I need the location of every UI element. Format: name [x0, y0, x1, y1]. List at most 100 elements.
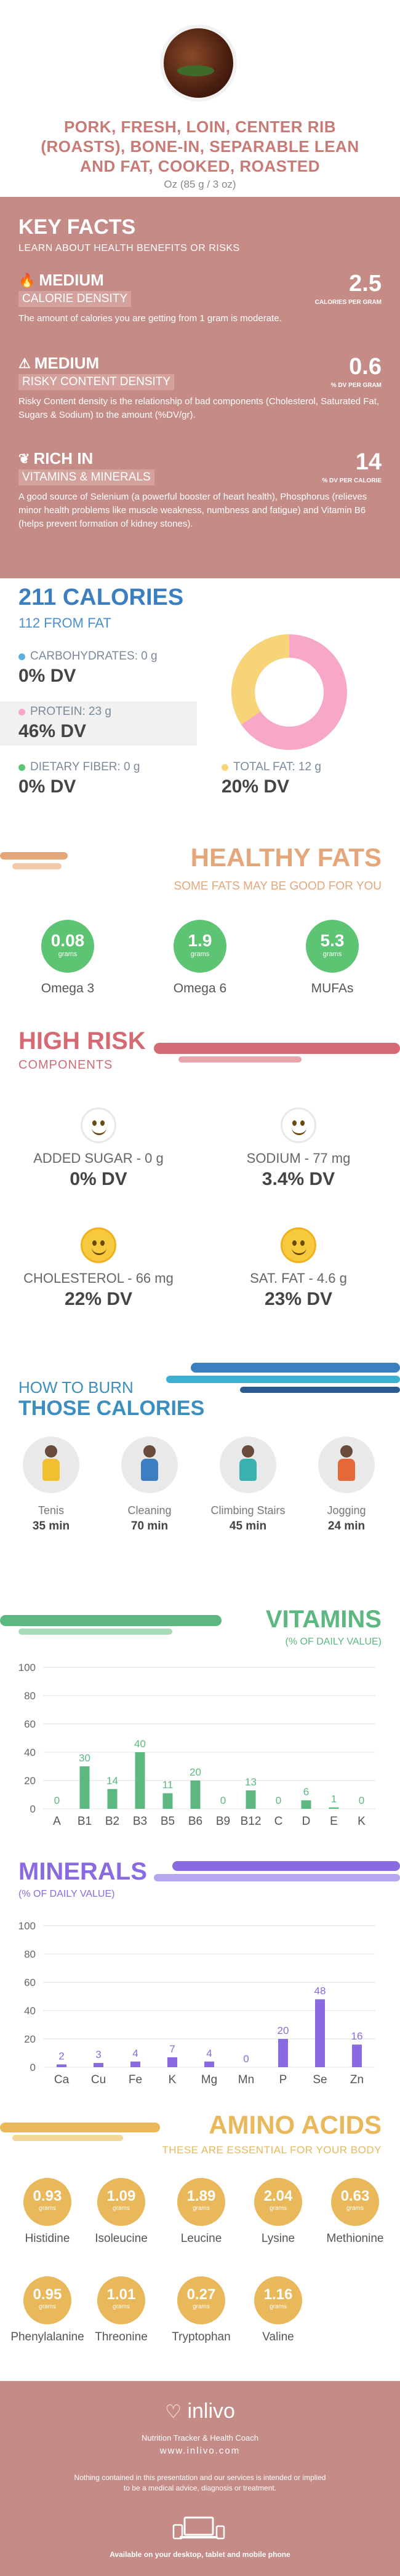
fiber-label: DIETARY FIBER: 0 g	[30, 760, 140, 773]
healthy-fats-subtitle: SOME FATS MAY BE GOOD FOR YOU	[174, 880, 382, 893]
minerals-decoration	[154, 1861, 400, 1881]
risky-density-desc: Risky Content density is the relationshi…	[18, 396, 380, 420]
rich-in-desc: A good source of Selenium (a powerful bo…	[18, 492, 367, 529]
vitamin-category-label: C	[274, 1815, 283, 1828]
sodium-dv: 3.4% DV	[262, 1169, 335, 1189]
amino-unit: grams	[346, 2205, 364, 2212]
key-facts-section: KEY FACTS LEARN ABOUT HEALTH BENEFITS OR…	[0, 197, 400, 578]
amino-unit: grams	[39, 2205, 56, 2212]
risky-density-block: ⚠ MEDIUM RISKY CONTENT DENSITY 0.6 % DV P…	[18, 354, 382, 422]
protein-dv: 46% DV	[18, 721, 87, 741]
vitamin-category-label: K	[358, 1815, 366, 1828]
mineral-category-label: Cu	[91, 2073, 106, 2086]
mineral-value-label: 2	[58, 2050, 64, 2062]
key-facts-title: KEY FACTS	[18, 215, 136, 239]
carbs-dot-icon	[18, 653, 25, 660]
vitamin-bar	[329, 1807, 339, 1809]
vitamin-category-label: B2	[105, 1815, 119, 1828]
macro-donut-chart	[231, 634, 347, 750]
sat-fat-smiley-icon	[281, 1227, 316, 1263]
vitamins-decoration	[0, 1615, 222, 1635]
sodium-name: SODIUM - 77 mg	[246, 1150, 351, 1166]
cleaning-icon	[121, 1437, 178, 1493]
amino-unit: grams	[113, 2205, 130, 2212]
vitamin-bar	[246, 1790, 256, 1809]
mineral-value-label: 0	[243, 2053, 249, 2065]
vitamin-category-label: B5	[161, 1815, 175, 1828]
vitamin-value-label: 0	[276, 1795, 281, 1806]
amino-name: Methionine	[326, 2232, 384, 2245]
healthy-fats-section: HEALTHY FATS SOME FATS MAY BE GOOD FOR Y…	[0, 837, 400, 1015]
mineral-category-label: Mn	[238, 2073, 254, 2086]
vitamin-value-label: 20	[190, 1766, 201, 1778]
amino-bubble: 1.01 grams	[97, 2276, 145, 2324]
amino-unit: grams	[193, 2303, 210, 2310]
vitamin-value-label: 30	[79, 1752, 90, 1764]
omega3-bubble: 0.08 grams	[41, 920, 94, 973]
mineral-ytick-label: 40	[24, 2005, 36, 2017]
mineral-category-label: Se	[313, 2073, 327, 2086]
amino-value: 0.63	[340, 2188, 370, 2204]
amino-value: 0.95	[33, 2286, 62, 2303]
calories-from-fat: 112 FROM FAT	[18, 615, 111, 631]
fats-decoration	[0, 852, 68, 869]
vitamin-value-label: 0	[359, 1795, 364, 1806]
mineral-bar	[167, 2057, 177, 2067]
vitamin-bar	[190, 1780, 201, 1809]
amino-unit: grams	[270, 2205, 287, 2212]
donut-fat-arc	[231, 634, 290, 725]
vitamin-category-label: A	[53, 1815, 61, 1828]
footer-url[interactable]: www.inlivo.com	[159, 2446, 241, 2456]
vitamin-ytick-label: 100	[18, 1662, 36, 1673]
vitamin-category-label: D	[302, 1815, 311, 1828]
vitamin-value-label: 11	[162, 1779, 174, 1791]
vitamin-value-label: 6	[303, 1786, 309, 1798]
amino-value: 1.01	[106, 2286, 136, 2303]
minerals-title: MINERALS	[18, 1858, 147, 1885]
high-risk-section: HIGH RISK COMPONENTS ADDED SUGAR - 0 g 0…	[0, 1015, 400, 1360]
vitamin-category-label: B12	[241, 1815, 262, 1828]
amino-name: Isoleucine	[95, 2232, 148, 2245]
mufa-value: 5.3	[320, 931, 345, 950]
calorie-density-value: 2.5	[349, 271, 382, 297]
mineral-value-label: 48	[314, 1985, 326, 1997]
mineral-category-label: Mg	[201, 2073, 217, 2086]
calories-section: 211 CALORIES 112 FROM FAT CARBOHYDRATES:…	[0, 578, 400, 837]
jogging-icon	[318, 1437, 375, 1493]
mineral-value-label: 3	[95, 2049, 101, 2060]
cholesterol-name: CHOLESTEROL - 66 mg	[23, 1270, 174, 1286]
amino-bubble: 1.89 grams	[177, 2178, 225, 2226]
mineral-bar	[94, 2063, 103, 2067]
fat-label: TOTAL FAT: 12 g	[233, 760, 321, 773]
cholesterol-dv: 22% DV	[64, 1289, 133, 1309]
rich-in-label: VITAMINS & MINERALS	[18, 469, 154, 485]
mineral-bar	[315, 1999, 325, 2067]
omega3-value: 0.08	[50, 931, 85, 950]
vitamin-bar	[107, 1788, 118, 1809]
calorie-density-level: MEDIUM	[39, 271, 104, 289]
risky-density-label: RISKY CONTENT DENSITY	[18, 374, 175, 390]
amino-bubble: 0.27 grams	[177, 2276, 225, 2324]
vitamins-subtitle: (% OF DAILY VALUE)	[285, 1637, 382, 1647]
amino-name: Histidine	[25, 2232, 70, 2245]
vitamin-bar	[301, 1800, 311, 1809]
vitamin-value-label: 0	[54, 1795, 60, 1806]
vitamin-category-label: B9	[216, 1815, 230, 1828]
mineral-ytick-label: 0	[30, 2062, 36, 2073]
amino-name: Valine	[262, 2331, 294, 2343]
climbing-stairs-icon	[220, 1437, 276, 1493]
mineral-bar	[204, 2061, 214, 2067]
vitamins-minerals-block: ❦ RICH IN VITAMINS & MINERALS 14 % DV PER…	[18, 449, 382, 531]
fat-dot-icon	[222, 764, 228, 771]
vitamin-value-label: 14	[106, 1775, 118, 1787]
omega3-unit: grams	[58, 951, 78, 958]
vitamin-value-label: 1	[331, 1793, 337, 1805]
amino-name: Leucine	[180, 2232, 222, 2245]
tennis-icon	[23, 1437, 79, 1493]
vitamins-section: VITAMINS (% OF DAILY VALUE) 0 20 40 60 80 100…	[0, 1600, 400, 1852]
vitamin-value-label: 0	[220, 1795, 226, 1806]
vitamins-title: VITAMINS	[265, 1606, 382, 1633]
amino-bubble: 2.04 grams	[254, 2178, 302, 2226]
sat-fat-dv: 23% DV	[264, 1289, 333, 1309]
fat-dv: 20% DV	[222, 776, 290, 797]
